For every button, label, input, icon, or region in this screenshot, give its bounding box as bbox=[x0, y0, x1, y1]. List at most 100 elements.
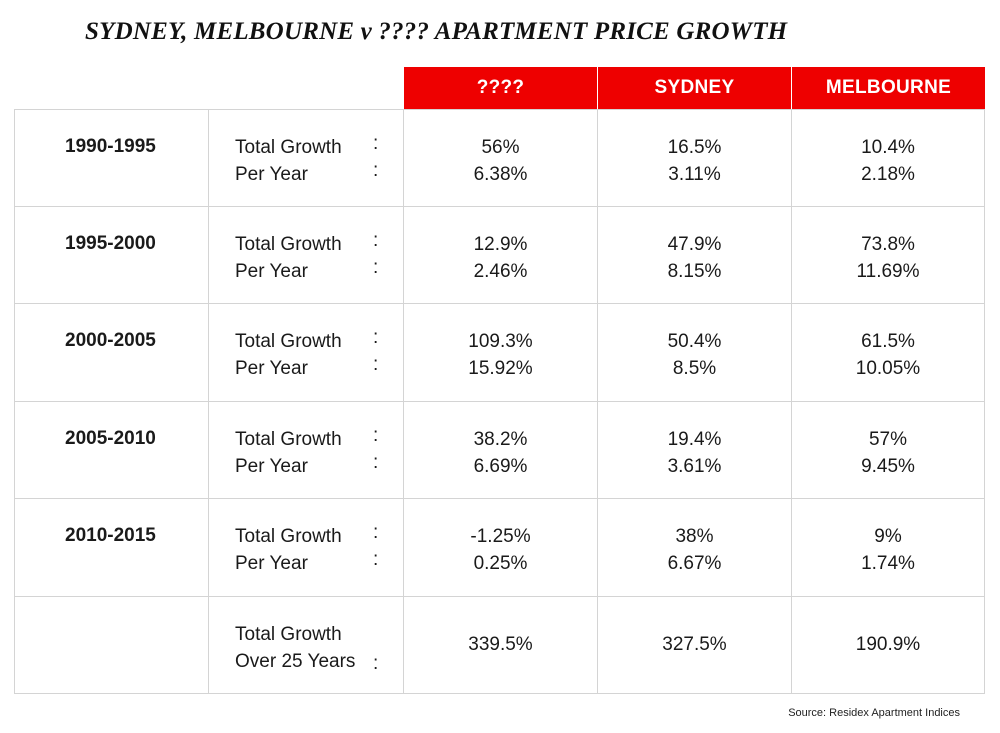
metric-label: Total Growth Per Year bbox=[235, 328, 342, 382]
metric-label-line2: Per Year bbox=[235, 553, 308, 574]
chart-title: SYDNEY, MELBOURNE v ???? APARTMENT PRICE… bbox=[85, 18, 788, 45]
total-growth-value: 19.4% bbox=[667, 428, 722, 450]
value-cell-sydney: 327.5% bbox=[597, 596, 791, 694]
value-cell-unknown: 109.3% 15.92% bbox=[403, 304, 597, 402]
value-cell-melbourne: 57% 9.45% bbox=[791, 401, 985, 499]
value-cell-melbourne: 9% 1.74% bbox=[791, 499, 985, 597]
value-stack: 109.3% 15.92% bbox=[404, 328, 597, 382]
value-stack: 61.5% 10.05% bbox=[792, 328, 984, 382]
value-cell-unknown: -1.25% 0.25% bbox=[403, 499, 597, 597]
column-header-melbourne: MELBOURNE bbox=[792, 67, 985, 109]
per-year-value: 6.67% bbox=[667, 553, 722, 574]
total-growth-value: 61.5% bbox=[861, 331, 915, 352]
value-cell-melbourne: 61.5% 10.05% bbox=[791, 304, 985, 402]
metric-label: Total Growth Over 25 Years bbox=[235, 621, 355, 675]
per-year-value: 3.61% bbox=[667, 455, 722, 477]
metric-label-line1: Total Growth bbox=[235, 428, 342, 450]
per-year-value: 2.18% bbox=[861, 164, 915, 185]
period-cell: 1990-1995 bbox=[14, 109, 208, 207]
total-growth-value: 56% bbox=[481, 137, 520, 158]
metric-label-cell: Total Growth Over 25 Years: bbox=[208, 596, 403, 694]
period-label: 2000-2005 bbox=[65, 330, 156, 351]
per-year-value: 6.69% bbox=[473, 455, 528, 477]
per-year-value: 8.15% bbox=[667, 260, 722, 282]
period-label: 2005-2010 bbox=[65, 427, 156, 449]
value-stack: 12.9% 2.46% bbox=[404, 231, 597, 285]
value-cell-melbourne: 190.9% bbox=[791, 596, 985, 694]
period-cell: 2005-2010 bbox=[14, 401, 208, 499]
value-stack: 47.9% 8.15% bbox=[598, 231, 791, 285]
colon-mark: : bbox=[373, 522, 379, 543]
colon-mark: : bbox=[373, 229, 379, 251]
value-cell-unknown: 38.2% 6.69% bbox=[403, 401, 597, 499]
period-cell: 1995-2000 bbox=[14, 206, 208, 304]
per-year-value: 9.45% bbox=[861, 455, 915, 477]
per-year-value: 3.11% bbox=[668, 164, 721, 185]
per-year-value: 8.5% bbox=[672, 358, 717, 379]
per-year-value: 1.74% bbox=[861, 553, 915, 574]
value-stack: 19.4% 3.61% bbox=[598, 426, 791, 480]
total-growth-value: 57% bbox=[868, 428, 908, 450]
metric-label: Total Growth Per Year bbox=[235, 134, 342, 188]
column-header-unknown: ???? bbox=[404, 67, 597, 109]
per-year-value: 10.05% bbox=[855, 358, 921, 379]
total-growth-value: 47.9% bbox=[667, 233, 722, 255]
source-note: Source: Residex Apartment Indices bbox=[788, 707, 960, 719]
total-growth-value: -1.25% bbox=[470, 526, 531, 547]
total-25-year-value: 190.9% bbox=[855, 633, 921, 655]
period-cell: 2010-2015 bbox=[14, 499, 208, 597]
total-growth-value: 10.4% bbox=[861, 137, 915, 158]
value-stack: 38.2% 6.69% bbox=[404, 426, 597, 480]
metric-label-line1: Total Growth bbox=[235, 233, 342, 255]
per-year-value: 15.92% bbox=[468, 358, 533, 379]
total-growth-value: 16.5% bbox=[667, 137, 722, 158]
value-cell-melbourne: 10.4% 2.18% bbox=[791, 109, 985, 207]
colon-mark: : bbox=[373, 256, 379, 278]
colon-mark: : bbox=[373, 354, 379, 375]
per-year-value: 11.69% bbox=[856, 260, 920, 282]
total-growth-value: 9% bbox=[874, 526, 902, 547]
metric-label-line2: Over 25 Years bbox=[235, 650, 356, 672]
value-stack: 57% 9.45% bbox=[792, 426, 984, 480]
total-growth-value: 50.4% bbox=[667, 331, 722, 352]
metric-label-line2: Per Year bbox=[235, 455, 308, 477]
value-cell-unknown: 56% 6.38% bbox=[403, 109, 597, 207]
metric-label: Total Growth Per Year bbox=[235, 523, 342, 577]
per-year-value: 0.25% bbox=[473, 553, 528, 574]
metric-label-line2: Per Year bbox=[235, 358, 308, 379]
value-cell-sydney: 47.9% 8.15% bbox=[597, 206, 791, 304]
value-stack: 16.5% 3.11% bbox=[598, 134, 791, 188]
value-stack: 10.4% 2.18% bbox=[792, 134, 984, 188]
metric-label-line2: Per Year bbox=[235, 260, 308, 282]
metric-label-line1: Total Growth bbox=[235, 526, 342, 547]
metric-label-cell: Total Growth Per Year:: bbox=[208, 304, 403, 402]
period-cell: 2000-2005 bbox=[14, 304, 208, 402]
price-growth-table: ???? SYDNEY MELBOURNE 1990-1995 Total Growth… bbox=[14, 67, 985, 694]
value-stack: 56% 6.38% bbox=[404, 134, 597, 188]
colon-mark: : bbox=[373, 424, 379, 446]
metric-label: Total Growth Per Year bbox=[235, 426, 342, 480]
per-year-value: 2.46% bbox=[473, 260, 528, 282]
total-growth-value: 38% bbox=[675, 526, 714, 547]
value-stack: -1.25% 0.25% bbox=[404, 523, 597, 577]
value-cell-sydney: 16.5% 3.11% bbox=[597, 109, 791, 207]
total-growth-value: 38.2% bbox=[473, 428, 528, 450]
value-stack: 50.4% 8.5% bbox=[598, 328, 791, 382]
period-cell bbox=[14, 596, 208, 694]
value-cell-sydney: 50.4% 8.5% bbox=[597, 304, 791, 402]
metric-label-line1: Total Growth bbox=[235, 137, 342, 158]
value-cell-unknown: 339.5% bbox=[403, 596, 597, 694]
total-growth-value: 73.8% bbox=[861, 233, 915, 255]
colon-mark: : bbox=[373, 451, 379, 473]
value-cell-sydney: 38% 6.67% bbox=[597, 499, 791, 597]
metric-label-line2: Per Year bbox=[235, 164, 308, 185]
per-year-value: 6.38% bbox=[473, 164, 528, 185]
total-growth-value: 12.9% bbox=[473, 233, 528, 255]
value-stack: 38% 6.67% bbox=[598, 523, 791, 577]
colon-mark: : bbox=[373, 327, 379, 348]
colon-mark: : bbox=[373, 160, 379, 181]
total-growth-value: 109.3% bbox=[468, 331, 533, 352]
colon-mark: : bbox=[373, 133, 379, 154]
